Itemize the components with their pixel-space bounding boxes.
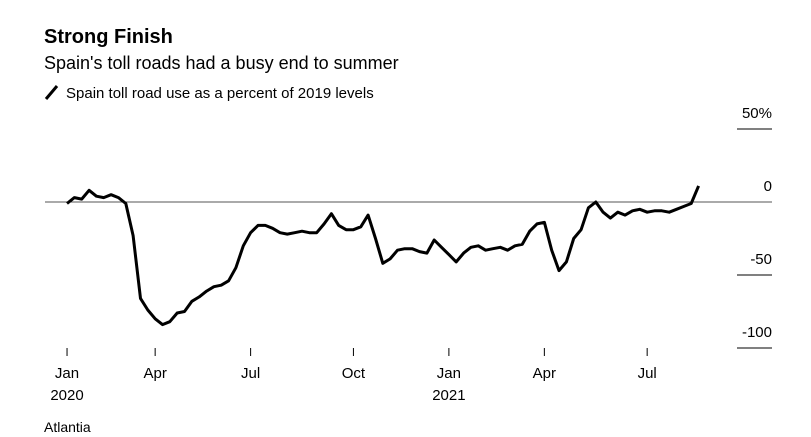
x-tick-label: Jul [241, 365, 260, 382]
x-tick-sublabel: 2021 [432, 387, 465, 404]
x-tick-label: Oct [342, 365, 366, 382]
legend-swatch [44, 85, 59, 100]
y-tick-label: 50% [742, 105, 772, 122]
chart-subtitle: Spain's toll roads had a busy end to sum… [44, 53, 399, 73]
y-tick-label: -100 [742, 324, 772, 341]
chart-title: Strong Finish [44, 26, 173, 48]
x-tick-sublabel: 2020 [50, 387, 83, 404]
line-series [66, 185, 700, 327]
x-tick-label: Apr [143, 365, 166, 382]
y-tick-label: -50 [750, 251, 772, 268]
x-tick-label: Jul [638, 365, 657, 382]
y-tick-label: 0 [764, 178, 772, 195]
source: Atlantia [44, 419, 91, 435]
x-tick-label: Jan [437, 365, 461, 382]
legend-label: Spain toll road use as a percent of 2019… [66, 85, 374, 102]
x-tick-label: Jan [55, 365, 79, 382]
x-tick-label: Apr [533, 365, 556, 382]
